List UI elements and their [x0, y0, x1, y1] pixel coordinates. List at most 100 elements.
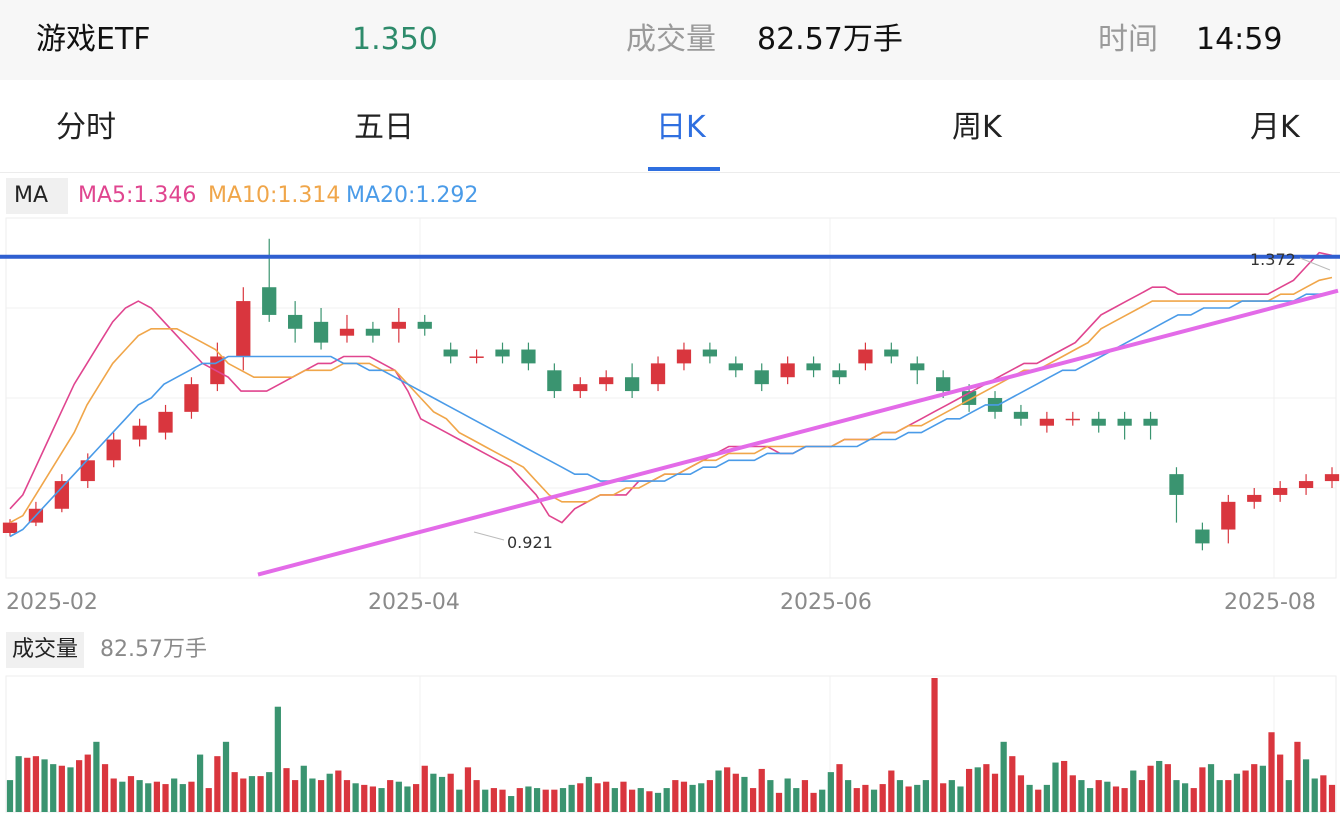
- volume-bar: [1017, 775, 1025, 812]
- volume-bar: [222, 741, 230, 812]
- tab-intraday[interactable]: 分时: [56, 110, 116, 145]
- volume-bar: [715, 770, 722, 812]
- volume-bar: [127, 776, 135, 812]
- volume-bar: [689, 784, 696, 812]
- candle-body: [210, 356, 225, 385]
- volume-bar: [1164, 764, 1171, 812]
- volume-bar: [15, 756, 22, 812]
- volume-bar: [274, 706, 281, 812]
- volume-bar: [551, 789, 558, 812]
- volume-bar: [1095, 780, 1102, 812]
- volume-bar: [283, 768, 290, 812]
- volume-bar: [162, 784, 169, 812]
- volume-bar: [361, 784, 368, 812]
- volume-bar: [1000, 741, 1007, 812]
- volume-bar: [775, 792, 783, 812]
- volume-bar: [1069, 775, 1076, 812]
- candle-body: [1221, 501, 1236, 530]
- volume-bar: [490, 788, 497, 812]
- candle-body: [80, 460, 95, 482]
- volume-bar: [214, 756, 221, 812]
- ma10-label: MA10:1.314: [208, 183, 341, 208]
- volume-bar: [862, 784, 869, 812]
- volume-bar: [300, 765, 307, 812]
- volume-legend: 成交量 82.57万手: [0, 632, 1340, 668]
- volume-bar: [1052, 762, 1059, 812]
- volume-bar: [58, 765, 65, 812]
- volume-bar: [292, 780, 299, 812]
- volume-bar: [32, 756, 40, 812]
- candle-body: [1013, 411, 1029, 419]
- volume-bar: [1078, 780, 1085, 812]
- volume-bar: [456, 789, 463, 812]
- volume-bar: [335, 770, 342, 812]
- volume-bar: [188, 781, 195, 812]
- volume-bar: [603, 781, 610, 812]
- volume-bar: [698, 783, 705, 812]
- volume-bar: [378, 788, 385, 812]
- volume-selector[interactable]: 成交量: [6, 632, 85, 668]
- volume-bar: [1233, 773, 1241, 812]
- volume-bar: [508, 796, 515, 812]
- volume-bar: [1285, 780, 1292, 812]
- volume-bar: [1147, 765, 1154, 812]
- volume-bar: [1043, 784, 1050, 812]
- tab-monthly-k[interactable]: 月K: [1250, 110, 1300, 145]
- tab-five-day[interactable]: 五日: [354, 110, 414, 145]
- volume-bar: [680, 781, 688, 812]
- volume-bar: [171, 778, 178, 812]
- candle-body: [573, 384, 588, 392]
- ma-line-ma20: [9, 292, 1333, 538]
- volume-bar: [196, 754, 204, 812]
- active-tab-indicator: [648, 167, 720, 171]
- volume-bar: [1026, 784, 1033, 812]
- volume-bar: [672, 780, 679, 812]
- volume-bar: [1277, 754, 1284, 812]
- ma-selector[interactable]: MA: [6, 178, 68, 214]
- volume-bar: [646, 791, 653, 812]
- volume-bar: [352, 783, 359, 812]
- volume-bar: [948, 780, 955, 812]
- candle-body: [884, 349, 899, 357]
- volume-bar: [231, 772, 238, 812]
- period-tabs: 分时 五日 日K 周K 月K: [0, 80, 1340, 173]
- ma-line-ma5: [9, 251, 1333, 524]
- volume-bar: [248, 776, 256, 812]
- volume-bar: [922, 780, 930, 812]
- volume-bar: [1199, 767, 1206, 812]
- volume-bar: [1035, 789, 1042, 812]
- volume-bar: [827, 772, 834, 812]
- volume-bar: [784, 778, 791, 812]
- volume-frame: [5, 675, 1337, 813]
- volume-bar: [637, 788, 644, 812]
- tab-weekly-k[interactable]: 周K: [952, 110, 1002, 145]
- volume-bar: [153, 781, 160, 812]
- candle-body: [391, 321, 406, 329]
- volume-bar: [533, 788, 541, 812]
- volume-bar: [1259, 765, 1266, 812]
- volume-bar: [931, 678, 938, 812]
- candle-body: [806, 363, 821, 371]
- volume-bar: [499, 789, 506, 812]
- volume-bar: [870, 789, 878, 812]
- volume-bar: [179, 784, 186, 812]
- candle-body: [1195, 529, 1210, 544]
- candle-body: [417, 321, 432, 329]
- tab-daily-k[interactable]: 日K: [656, 110, 706, 145]
- volume-bar: [629, 789, 636, 812]
- volume-bar: [991, 773, 999, 812]
- candlestick-series: [2, 238, 1340, 551]
- volume-bar: [663, 788, 670, 812]
- candle-body: [1247, 494, 1262, 502]
- candle-body: [313, 321, 329, 343]
- volume-bar: [706, 780, 713, 812]
- volume-bar: [1104, 781, 1111, 812]
- high-annotation: 1.372: [1250, 250, 1296, 269]
- volume-bar: [6, 780, 14, 812]
- candle-body: [1298, 481, 1314, 488]
- volume-bar: [940, 783, 947, 812]
- volume-bar: [724, 767, 731, 812]
- volume-bar: [343, 780, 351, 812]
- volume-bar: [369, 786, 377, 812]
